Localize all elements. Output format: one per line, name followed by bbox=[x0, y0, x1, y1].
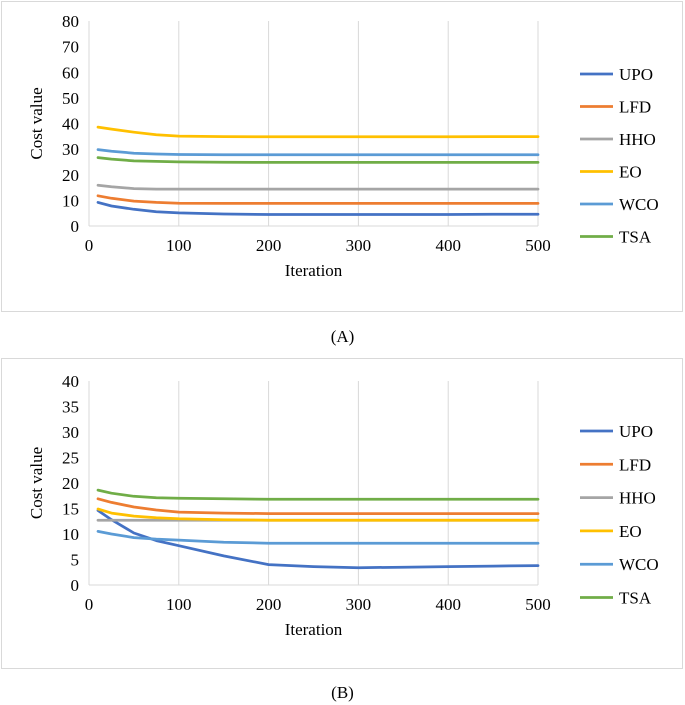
chart-a-y-tick-label: 20 bbox=[62, 166, 79, 185]
chart-b-series-eo bbox=[96, 507, 540, 522]
chart-b-y-tick-label: 15 bbox=[62, 500, 79, 519]
caption-b: (B) bbox=[331, 683, 354, 702]
chart-a-series-eo bbox=[96, 125, 540, 139]
chart-a-frame bbox=[1, 1, 683, 312]
chart-a-legend-label-upo: UPO bbox=[619, 65, 653, 84]
chart-b-y-tick-label: 25 bbox=[62, 449, 79, 468]
chart-b-x-tick-label: 100 bbox=[166, 595, 192, 614]
chart-a-x-tick-label: 300 bbox=[346, 236, 372, 255]
chart-b-legend-label-upo: UPO bbox=[619, 422, 653, 441]
chart-a-y-tick-label: 80 bbox=[62, 12, 79, 31]
chart-b-legend-label-hho: HHO bbox=[619, 489, 656, 508]
chart-b-legend-label-lfd: LFD bbox=[619, 455, 651, 474]
chart-a-y-tick-label: 50 bbox=[62, 89, 79, 108]
chart-b-y-axis-title: Cost value bbox=[27, 447, 46, 519]
chart-a-series-tsa bbox=[96, 156, 540, 164]
chart-a-series-lfd bbox=[96, 194, 540, 205]
chart-b-y-tick-label: 20 bbox=[62, 474, 79, 493]
chart-b-legend-label-wco: WCO bbox=[619, 555, 659, 574]
chart-b-x-tick-label: 500 bbox=[525, 595, 551, 614]
chart-a-x-tick-label: 400 bbox=[435, 236, 461, 255]
chart-a-series-upo bbox=[96, 201, 540, 216]
chart-b-x-tick-label: 300 bbox=[346, 595, 372, 614]
chart-a-series-wco bbox=[96, 148, 540, 157]
chart-a: 0 10 20 30 40 50 60 70 80 0 100 200 300 400 500 Iterati… bbox=[27, 12, 659, 280]
chart-b-series-tsa bbox=[96, 488, 540, 501]
chart-b-y-tick-label: 5 bbox=[71, 551, 80, 570]
chart-a-y-tick-label: 0 bbox=[71, 217, 80, 236]
chart-a-legend-label-hho: HHO bbox=[619, 130, 656, 149]
chart-b-y-tick-label: 0 bbox=[71, 576, 80, 595]
chart-a-series-hho bbox=[96, 183, 540, 191]
chart-a-x-tick-label: 200 bbox=[256, 236, 282, 255]
chart-b-y-tick-label: 30 bbox=[62, 423, 79, 442]
chart-a-legend-label-lfd: LFD bbox=[619, 98, 651, 117]
chart-b-x-tick-label: 200 bbox=[256, 595, 282, 614]
chart-a-x-tick-label: 0 bbox=[85, 236, 94, 255]
chart-a-y-axis-title: Cost value bbox=[27, 87, 46, 159]
chart-a-legend-label-wco: WCO bbox=[619, 195, 659, 214]
chart-a-x-axis-title: Iteration bbox=[285, 261, 343, 280]
chart-b-series-wco bbox=[96, 530, 540, 545]
caption-a: (A) bbox=[330, 327, 355, 346]
chart-b-y-tick-label: 10 bbox=[62, 525, 79, 544]
chart-b-x-axis-title: Iteration bbox=[285, 620, 343, 639]
chart-a-legend-label-tsa: TSA bbox=[619, 228, 652, 247]
chart-a-y-tick-label: 60 bbox=[62, 63, 79, 82]
chart-b-legend-label-tsa: TSA bbox=[619, 589, 652, 608]
chart-a-y-tick-label: 10 bbox=[62, 191, 79, 210]
chart-b-legend-label-eo: EO bbox=[619, 522, 642, 541]
chart-b-series-upo bbox=[96, 509, 540, 570]
chart-a-y-tick-label: 40 bbox=[62, 115, 79, 134]
chart-a-legend-label-eo: EO bbox=[619, 163, 642, 182]
chart-a-x-tick-label: 500 bbox=[525, 236, 551, 255]
chart-a-y-tick-label: 70 bbox=[62, 38, 79, 57]
chart-b-series-lfd bbox=[96, 497, 540, 515]
chart-b-x-tick-label: 0 bbox=[85, 595, 94, 614]
chart-b-y-tick-label: 40 bbox=[62, 372, 79, 391]
chart-b-y-tick-label: 35 bbox=[62, 398, 79, 417]
chart-a-x-tick-label: 100 bbox=[166, 236, 192, 255]
chart-a-y-tick-label: 30 bbox=[62, 140, 79, 159]
chart-b-x-tick-label: 400 bbox=[435, 595, 461, 614]
